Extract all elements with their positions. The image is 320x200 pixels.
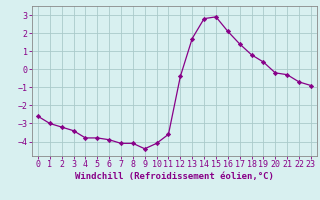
X-axis label: Windchill (Refroidissement éolien,°C): Windchill (Refroidissement éolien,°C) [75,172,274,181]
